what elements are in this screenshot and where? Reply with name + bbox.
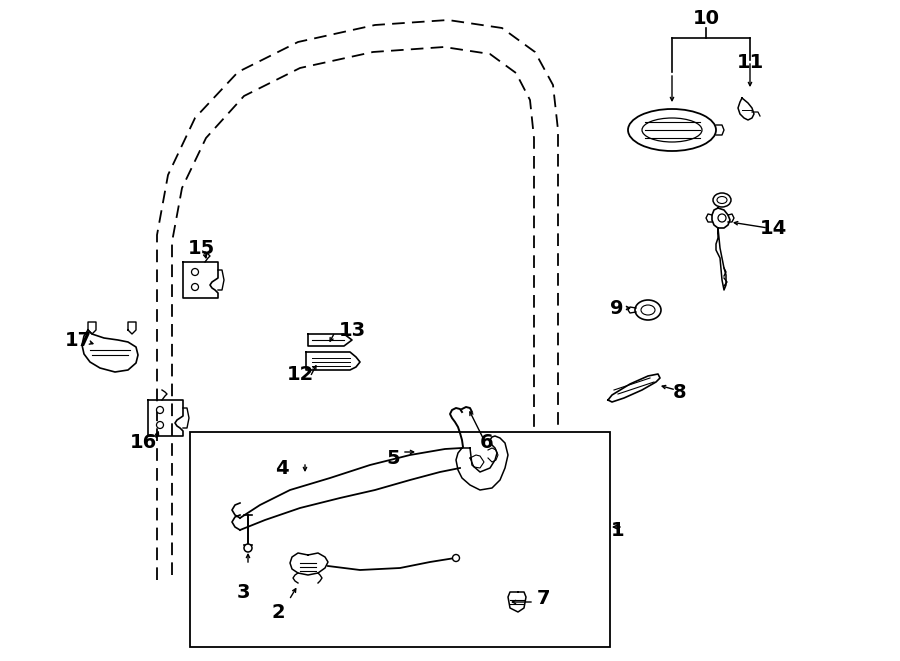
Text: 16: 16 bbox=[130, 432, 157, 451]
Circle shape bbox=[453, 555, 460, 561]
Text: 2: 2 bbox=[271, 602, 284, 621]
Ellipse shape bbox=[713, 193, 731, 207]
Circle shape bbox=[244, 544, 252, 552]
Circle shape bbox=[718, 214, 726, 222]
Text: 8: 8 bbox=[673, 383, 687, 403]
Ellipse shape bbox=[635, 300, 661, 320]
Text: 3: 3 bbox=[236, 584, 250, 602]
Text: 17: 17 bbox=[65, 330, 92, 350]
Text: 14: 14 bbox=[760, 219, 787, 237]
Circle shape bbox=[157, 422, 164, 428]
Ellipse shape bbox=[717, 196, 727, 204]
Text: 7: 7 bbox=[536, 588, 550, 607]
Text: 12: 12 bbox=[286, 366, 313, 385]
Ellipse shape bbox=[628, 109, 716, 151]
Ellipse shape bbox=[642, 118, 702, 142]
Circle shape bbox=[192, 284, 199, 290]
Text: 1: 1 bbox=[611, 520, 625, 539]
Text: 13: 13 bbox=[338, 321, 365, 340]
Text: 10: 10 bbox=[692, 9, 719, 28]
Ellipse shape bbox=[641, 305, 655, 315]
Text: 11: 11 bbox=[736, 52, 763, 71]
Circle shape bbox=[192, 268, 199, 276]
Text: 5: 5 bbox=[386, 449, 400, 467]
Bar bbox=[190, 432, 610, 647]
Text: 6: 6 bbox=[481, 434, 494, 453]
Text: 15: 15 bbox=[187, 239, 214, 258]
Circle shape bbox=[157, 407, 164, 414]
Text: 9: 9 bbox=[610, 299, 624, 317]
Text: 4: 4 bbox=[275, 459, 289, 477]
